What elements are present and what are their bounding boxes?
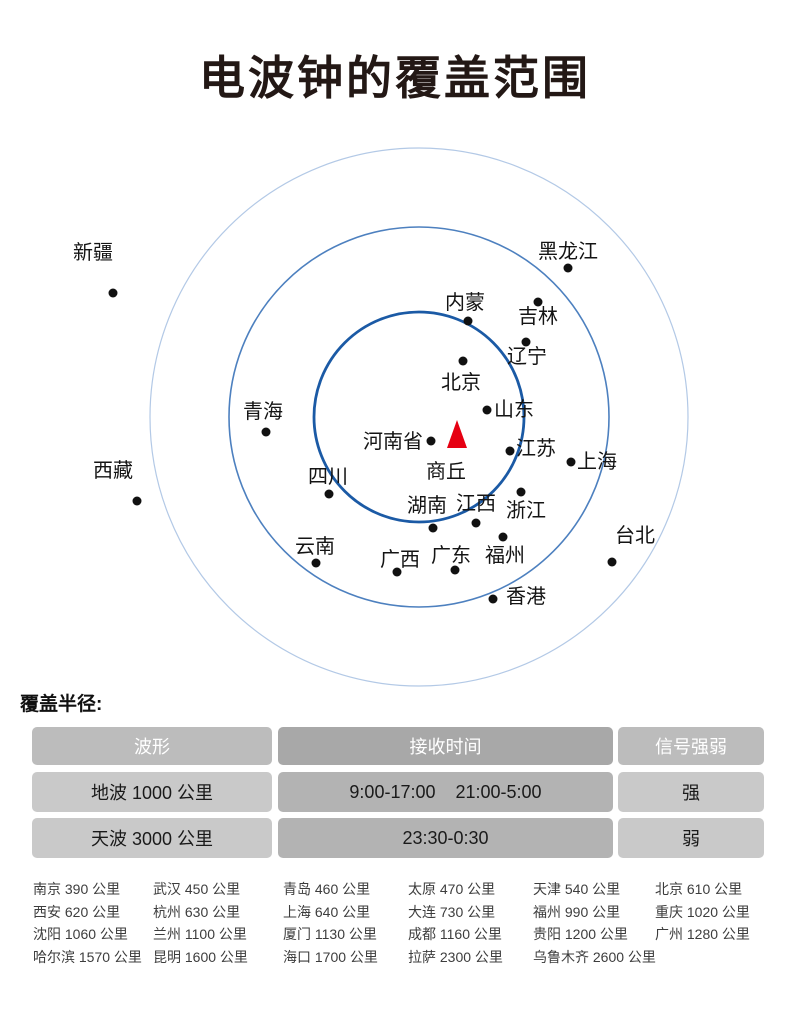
distance-item: 杭州 630 公里 <box>153 903 241 920</box>
table-cell-ground-wave-signal: 强 <box>618 772 764 812</box>
map-label-jiangsu: 江苏 <box>516 438 556 460</box>
map-dot-shanghai <box>566 457 576 467</box>
map-label-xinjiang: 新疆 <box>73 242 113 264</box>
table-header-signal-strength: 信号强弱 <box>618 727 764 765</box>
map-label-neimeng: 内蒙 <box>445 292 485 314</box>
map-dot-jilin <box>533 297 543 307</box>
distance-item: 大连 730 公里 <box>408 903 496 920</box>
table-cell-sky-wave-signal: 弱 <box>618 818 764 858</box>
table-cell-ground-wave-time: 9:00-17:00 21:00-5:00 <box>278 772 613 812</box>
map-dot-liaoning <box>521 337 531 347</box>
transmitter-marker-icon <box>447 420 467 448</box>
map-label-henan: 河南省 <box>363 431 423 453</box>
distance-item: 哈尔滨 1570 公里 <box>33 948 142 965</box>
map-dot-sichuan <box>324 489 334 499</box>
distance-item: 成都 1160 公里 <box>408 926 502 942</box>
coverage-map: 新疆 西藏 青海 四川 云南 黑龙江 内蒙 吉林 辽宁 北京 山东 河南省 江苏… <box>73 147 689 687</box>
map-label-beijing: 北京 <box>441 372 481 394</box>
map-dot-guangdong <box>450 565 460 575</box>
map-dot-jiangxi <box>471 518 481 528</box>
map-dot-fuzhou <box>498 532 508 542</box>
distance-item: 重庆 1020 公里 <box>655 903 750 920</box>
map-dot-xizang <box>132 496 142 506</box>
map-label-shandong: 山东 <box>494 399 534 421</box>
map-dot-neimeng <box>463 316 473 326</box>
table-cell-ground-wave: 地波 1000 公里 <box>32 772 272 812</box>
map-dot-xinjiang <box>108 288 118 298</box>
map-dot-henan <box>426 436 436 446</box>
map-label-jilin: 吉林 <box>518 306 558 328</box>
map-dot-yunnan <box>311 558 321 568</box>
distance-item: 乌鲁木齐 2600 公里 <box>533 948 656 965</box>
coverage-radius-heading: 覆盖半径: <box>20 694 103 715</box>
distance-item: 福州 990 公里 <box>533 903 621 920</box>
map-label-zhejiang: 浙江 <box>506 500 546 522</box>
table-header-waveform: 波形 <box>32 727 272 765</box>
map-label-qinghai: 青海 <box>243 401 283 423</box>
middle-ring <box>228 226 610 608</box>
distance-item: 武汉 450 公里 <box>153 881 241 897</box>
distance-item: 青岛 460 公里 <box>283 881 371 897</box>
map-label-yunnan: 云南 <box>295 536 335 558</box>
map-label-hongkong: 香港 <box>506 586 546 608</box>
map-dot-jiangsu <box>505 446 515 456</box>
map-dot-hongkong <box>488 594 498 604</box>
distance-item: 上海 640 公里 <box>283 903 371 920</box>
coverage-rings <box>149 147 689 687</box>
distance-column-2: 武汉 450 公里 杭州 630 公里 兰州 1100 公里 昆明 1600 公… <box>153 878 248 968</box>
map-label-taipei: 台北 <box>615 525 655 547</box>
map-label-sichuan: 四川 <box>308 466 348 488</box>
map-dot-hunan <box>428 523 438 533</box>
map-label-hunan: 湖南 <box>407 495 447 517</box>
distance-item: 贵阳 1200 公里 <box>533 926 628 942</box>
distance-item: 天津 540 公里 <box>533 881 621 897</box>
map-label-shanghai: 上海 <box>577 451 617 473</box>
map-label-xizang: 西藏 <box>93 460 133 482</box>
distance-item: 太原 470 公里 <box>408 881 496 897</box>
map-label-jiangxi: 江西 <box>456 493 496 515</box>
map-label-shangqiu: 商丘 <box>426 461 466 483</box>
distance-item: 沈阳 1060 公里 <box>33 926 128 942</box>
map-label-liaoning: 辽宁 <box>507 346 547 368</box>
map-label-guangxi: 广西 <box>380 549 420 571</box>
table-header-receive-time: 接收时间 <box>278 727 613 765</box>
map-dot-shandong <box>482 405 492 415</box>
map-dot-zhejiang <box>516 487 526 497</box>
distance-item: 广州 1280 公里 <box>655 926 750 942</box>
outer-ring <box>149 147 689 687</box>
distance-item: 昆明 1600 公里 <box>153 948 248 965</box>
table-cell-sky-wave: 天波 3000 公里 <box>32 818 272 858</box>
distance-item: 南京 390 公里 <box>33 881 121 897</box>
distance-column-3: 青岛 460 公里 上海 640 公里 厦门 1130 公里 海口 1700 公… <box>283 878 378 968</box>
table-cell-sky-wave-time: 23:30-0:30 <box>278 818 613 858</box>
distance-column-6: 北京 610 公里 重庆 1020 公里 广州 1280 公里 <box>655 878 750 946</box>
distance-column-5: 天津 540 公里 福州 990 公里 贵阳 1200 公里 乌鲁木齐 2600… <box>533 878 656 968</box>
map-dot-beijing <box>458 356 468 366</box>
map-label-guangdong: 广东 <box>431 545 471 567</box>
map-dot-taipei <box>607 557 617 567</box>
distance-item: 拉萨 2300 公里 <box>408 948 503 965</box>
distance-item: 兰州 1100 公里 <box>153 926 247 942</box>
page-title: 电波钟的覆盖范围 <box>199 52 591 104</box>
distance-item: 北京 610 公里 <box>655 881 743 897</box>
map-dot-heilongjiang <box>563 263 573 273</box>
map-dot-guangxi <box>392 567 402 577</box>
map-label-fuzhou: 福州 <box>485 545 525 567</box>
map-dot-qinghai <box>261 427 271 437</box>
distance-item: 海口 1700 公里 <box>283 948 378 965</box>
distance-column-1: 南京 390 公里 西安 620 公里 沈阳 1060 公里 哈尔滨 1570 … <box>33 878 142 968</box>
distance-item: 西安 620 公里 <box>33 903 121 920</box>
distance-column-4: 太原 470 公里 大连 730 公里 成都 1160 公里 拉萨 2300 公… <box>408 878 503 968</box>
inner-ring <box>312 310 526 524</box>
distance-item: 厦门 1130 公里 <box>283 926 377 942</box>
map-label-heilongjiang: 黑龙江 <box>538 241 598 263</box>
